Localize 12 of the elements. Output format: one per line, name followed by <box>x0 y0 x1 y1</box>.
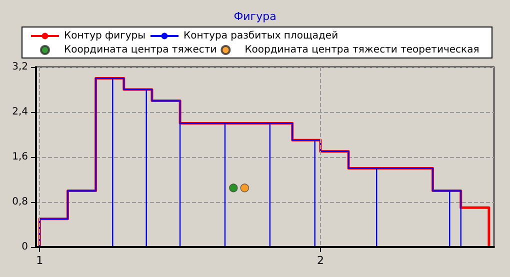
y-tick-label: 0,8 <box>12 196 28 208</box>
legend-label: Координата центра тяжести <box>64 44 217 56</box>
chart-title: Фигура <box>234 10 276 23</box>
y-tick-label: 1,6 <box>12 152 28 162</box>
legend-label: Контур фигуры <box>64 30 146 42</box>
legend-label: Координата центра тяжести теоретическая <box>244 44 480 56</box>
y-tick-label: 2,4 <box>12 106 28 118</box>
y-tick-label: 0 <box>22 242 28 252</box>
y-tick-label: 3,2 <box>12 62 28 72</box>
x-tick-label: 1 <box>36 254 44 267</box>
legend-label: Контура разбитых площадей <box>183 30 338 42</box>
x-tick-label: 2 <box>316 254 324 267</box>
